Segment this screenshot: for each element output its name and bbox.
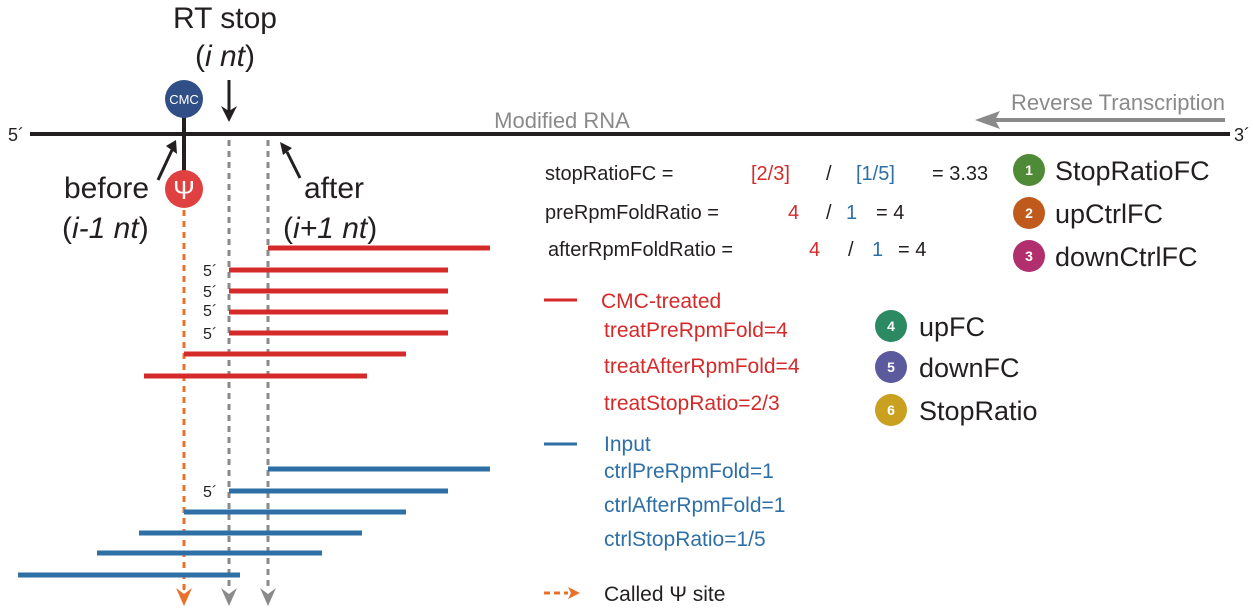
rt-stop-arrowhead <box>221 106 237 122</box>
psi-circle <box>165 170 203 208</box>
badge-number: 5 <box>887 359 895 375</box>
after-position: (i+1 nt) <box>283 212 377 245</box>
rt-stop-label: RT stop <box>173 2 277 35</box>
badge-circle <box>1013 154 1045 186</box>
formula-denominator: 1 <box>872 239 883 261</box>
before-position: (i-1 nt) <box>62 212 149 245</box>
pre-rpm-fold-ratio-formula: preRpmFoldRatio = 4 / 1 = 4 <box>545 202 904 224</box>
treated-legend-line: treatAfterRpmFold=4 <box>604 355 800 378</box>
treated-legend-title: CMC-treated <box>601 290 721 313</box>
stop-ratio-fc-formula: stopRatioFC = [2/3] / [1/5] = 3.33 <box>545 163 988 185</box>
read-five-prime-label: 5´ <box>203 303 217 320</box>
read-five-prime-label: 5´ <box>203 326 217 343</box>
before-arrow <box>156 149 174 181</box>
after-rpm-fold-ratio-formula: afterRpmFoldRatio = 4 / 1 = 4 <box>548 239 926 261</box>
treated-legend-line: treatStopRatio=2/3 <box>604 392 780 415</box>
formula-separator: / <box>848 239 854 261</box>
formula-name: preRpmFoldRatio = <box>545 202 719 224</box>
badge-circle <box>1013 197 1045 229</box>
badge-circle <box>875 394 907 426</box>
badge-number: 1 <box>1025 162 1033 178</box>
badge-circle <box>875 351 907 383</box>
cmc-label: CMC <box>169 92 199 107</box>
rt-stop-position: (i nt) <box>195 40 255 73</box>
after-dashed-arrowhead <box>260 588 276 606</box>
input-legend-line: ctrlAfterRpmFold=1 <box>604 494 785 517</box>
rt-stop-dashed-arrowhead <box>221 588 237 606</box>
badge-label: upFC <box>919 312 985 342</box>
read-five-prime-label: 5´ <box>203 484 217 501</box>
formula-numerator: 4 <box>809 239 820 261</box>
badge-StopRatioFC: 1 StopRatioFC <box>1013 154 1210 186</box>
called-site-legend-label: Called Ψ site <box>604 583 725 606</box>
cmc-circle <box>165 80 203 118</box>
badge-number: 6 <box>887 402 895 418</box>
badge-number: 4 <box>887 318 895 334</box>
badge-label: downCtrlFC <box>1055 242 1198 272</box>
badge-downFC: 5 downFC <box>875 351 1020 383</box>
treated-legend-line: treatPreRpmFold=4 <box>604 319 788 342</box>
badge-number: 2 <box>1025 205 1033 221</box>
formula-separator: / <box>826 202 832 224</box>
after-arrow <box>285 151 302 179</box>
psi-symbol: Ψ <box>173 175 195 205</box>
read-five-prime-label: 5´ <box>203 284 217 301</box>
formula-name: afterRpmFoldRatio = <box>548 239 733 261</box>
badge-number: 3 <box>1025 248 1033 264</box>
formula-numerator: [2/3] <box>751 163 790 185</box>
five-prime-label: 5´ <box>8 125 24 145</box>
formula-result: = 4 <box>876 202 904 224</box>
modified-rna-label: Modified RNA <box>494 108 630 133</box>
before-arrowhead <box>166 140 177 154</box>
three-prime-label: 3´ <box>1234 125 1250 145</box>
formula-separator: / <box>826 163 832 185</box>
badge-label: StopRatioFC <box>1055 156 1210 186</box>
input-reads: 5´ <box>18 466 490 578</box>
formula-result: = 3.33 <box>932 163 988 185</box>
after-arrowhead <box>280 142 292 155</box>
formula-denominator: 1 <box>846 202 857 224</box>
called-site-legend-arrowhead <box>568 587 580 599</box>
badge-circle <box>1013 240 1045 272</box>
after-label: after <box>304 172 364 205</box>
input-legend-title: Input <box>604 433 651 456</box>
treated-reads: 5´ 5´ 5´ 5´ <box>144 245 490 379</box>
input-legend-line: ctrlPreRpmFold=1 <box>604 460 774 483</box>
read-five-prime-label: 5´ <box>203 263 217 280</box>
badge-circle <box>875 310 907 342</box>
metric-badges: 1 StopRatioFC 2 upCtrlFC 3 downCtrlFC 4 upFC 5 do… <box>875 154 1210 426</box>
formula-name: stopRatioFC = <box>545 163 673 185</box>
reverse-transcription-label: Reverse Transcription <box>1011 90 1225 115</box>
called-site-arrowhead <box>176 588 192 606</box>
badge-StopRatio: 6 StopRatio <box>875 394 1038 426</box>
before-label: before <box>64 172 149 205</box>
reverse-transcription-arrowhead <box>975 111 1000 129</box>
badge-label: upCtrlFC <box>1055 199 1163 229</box>
input-legend-line: ctrlStopRatio=1/5 <box>604 528 766 551</box>
formula-result: = 4 <box>898 239 926 261</box>
badge-upCtrlFC: 2 upCtrlFC <box>1013 197 1163 229</box>
badge-label: downFC <box>919 353 1020 383</box>
badge-label: StopRatio <box>919 396 1038 426</box>
badge-upFC: 4 upFC <box>875 310 985 342</box>
formula-numerator: 4 <box>788 202 799 224</box>
formula-denominator: [1/5] <box>856 163 895 185</box>
badge-downCtrlFC: 3 downCtrlFC <box>1013 240 1198 272</box>
